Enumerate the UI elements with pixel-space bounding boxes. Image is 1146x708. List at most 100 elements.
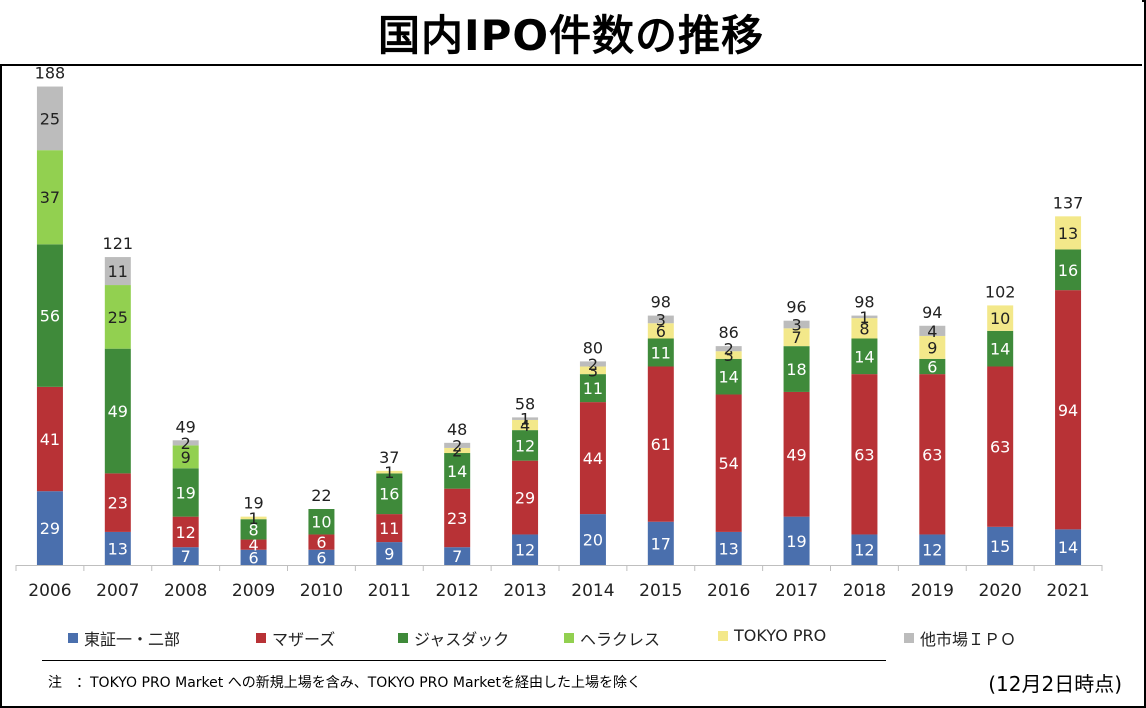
data-label: 6 <box>316 548 326 567</box>
footnote: 注 ：TOKYO PRO Market への新規上場を含み、TOKYO PRO … <box>48 675 641 691</box>
data-label: 2 <box>181 434 191 453</box>
bar-segment <box>308 534 335 550</box>
data-label: 12 <box>515 541 535 560</box>
data-label: 13 <box>1058 224 1078 243</box>
data-label: 7 <box>452 547 462 566</box>
legend-swatch <box>68 633 78 643</box>
legend-item: 東証一・二部 <box>68 626 180 650</box>
data-label: 1 <box>520 410 530 429</box>
legend-item: ジャスダック <box>398 626 509 650</box>
bar-segment <box>104 257 131 286</box>
data-label: 63 <box>922 445 942 464</box>
total-label: 94 <box>922 303 942 322</box>
bar-segment <box>715 394 742 532</box>
bar-segment <box>104 531 131 565</box>
bar-segment <box>851 318 878 339</box>
data-label: 37 <box>40 188 60 207</box>
bar-segment <box>172 445 199 469</box>
bar-segment <box>919 374 946 535</box>
bar-segment <box>444 547 471 565</box>
chart-title: 国内IPO件数の推移 <box>377 10 765 60</box>
data-label: 9 <box>927 338 937 357</box>
data-label: 61 <box>651 435 671 454</box>
bar-segment <box>987 330 1014 367</box>
legend-swatch <box>256 633 266 643</box>
legend-item: マザーズ <box>256 626 335 650</box>
data-label: 49 <box>786 445 806 464</box>
data-label: 29 <box>40 519 60 538</box>
data-label: 49 <box>108 402 128 421</box>
x-tick-label: 2007 <box>96 581 139 601</box>
bar-segment <box>376 470 403 474</box>
x-tick-label: 2015 <box>639 581 682 601</box>
bar-segment <box>579 366 606 375</box>
total-label: 137 <box>1053 193 1084 212</box>
data-label: 12 <box>176 523 196 542</box>
data-label: 1 <box>859 308 869 327</box>
bar-segment <box>579 402 606 515</box>
bar-segment <box>851 534 878 565</box>
data-label: 8 <box>248 520 258 539</box>
bar-segment <box>851 338 878 375</box>
data-label: 2 <box>452 436 462 455</box>
bar-segment <box>647 323 674 339</box>
x-tick-label: 2016 <box>707 581 750 601</box>
bar-segment <box>36 491 63 565</box>
data-label: 11 <box>651 343 671 362</box>
data-label: 12 <box>922 541 942 560</box>
total-label: 80 <box>583 338 603 357</box>
data-label: 7 <box>181 547 191 566</box>
bar-segment <box>104 348 131 474</box>
note-divider <box>42 660 886 661</box>
data-label: 6 <box>656 322 666 341</box>
data-label: 2 <box>724 340 734 359</box>
data-label: 12 <box>854 541 874 560</box>
data-label: 29 <box>515 489 535 508</box>
data-label: 25 <box>108 308 128 327</box>
bar-segment <box>783 328 810 347</box>
data-label: 17 <box>651 534 671 553</box>
data-label: 44 <box>583 449 603 468</box>
bar-segment <box>172 516 199 548</box>
title-bar: 国内IPO件数の推移 <box>0 0 1142 66</box>
data-label: 1 <box>248 509 258 528</box>
legend-label: 東証一・二部 <box>84 630 181 649</box>
data-label: 20 <box>583 531 603 550</box>
bar-segment <box>783 320 810 329</box>
data-label: 41 <box>40 430 60 449</box>
bar-segment <box>647 338 674 367</box>
legend-label: マザーズ <box>272 630 336 649</box>
total-label: 188 <box>35 66 66 83</box>
data-label: 11 <box>583 379 603 398</box>
data-label: 13 <box>719 539 739 558</box>
total-label: 102 <box>985 282 1016 301</box>
legend-swatch <box>564 633 574 643</box>
bar-segment <box>444 442 471 448</box>
legend-label: ジャスダック <box>414 630 510 649</box>
bar-segment <box>36 244 63 387</box>
data-label: 14 <box>854 347 874 366</box>
bar-segment <box>579 514 606 565</box>
total-label: 22 <box>311 486 331 505</box>
bar-segment <box>240 516 267 520</box>
legend-swatch <box>398 633 408 643</box>
total-label: 96 <box>786 298 806 317</box>
data-label: 94 <box>1058 401 1078 420</box>
stacked-bar-chart: 2941563725188200613234925111212007712199… <box>15 66 1103 601</box>
legend-swatch <box>718 630 728 641</box>
as-of-date: (12月2日時点) <box>988 672 1122 696</box>
data-label: 3 <box>656 310 666 329</box>
bar-segment <box>376 542 403 565</box>
x-tick-label: 2014 <box>571 581 614 601</box>
data-label: 3 <box>724 346 734 365</box>
bar-segment <box>647 521 674 565</box>
data-label: 63 <box>990 438 1010 457</box>
bar-segment <box>512 419 539 431</box>
x-tick-label: 2011 <box>368 581 411 601</box>
total-label: 98 <box>854 293 874 312</box>
total-label: 86 <box>719 323 739 342</box>
bar-segment <box>715 346 742 352</box>
bar-segment <box>240 539 267 550</box>
data-label: 6 <box>927 357 937 376</box>
data-label: 2 <box>588 355 598 374</box>
